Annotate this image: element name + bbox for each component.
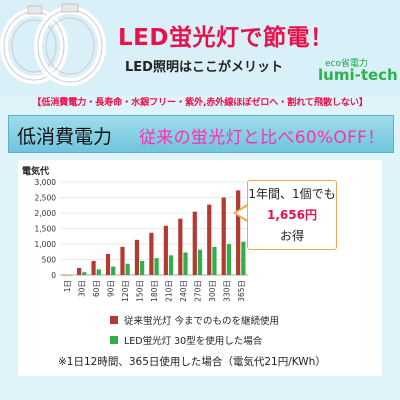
bar-led	[168, 255, 174, 275]
bar-led	[212, 246, 217, 275]
legend-swatch-led	[110, 336, 118, 344]
bar-led	[111, 266, 116, 275]
legend-label-fluorescent: 従来蛍光灯 今までのものを継続使用	[124, 316, 280, 327]
features-line: 【低消費電力・長寿命・水銀フリー・紫外,赤外線ほぼゼロへ・割れて飛散しない】	[32, 97, 368, 108]
circular-fluorescent-tube-image	[0, 3, 106, 86]
header: LED蛍光灯で節電！ LED照明はここがメリット eco省電力 lumi-tec…	[0, 0, 400, 95]
bar-led	[183, 252, 188, 275]
callout-line-3: お得	[279, 229, 304, 243]
x-tick-label: 365日	[237, 280, 246, 302]
bar-led	[241, 241, 246, 275]
bar-led	[96, 269, 101, 275]
bar-fluorescent	[134, 239, 140, 275]
bar-fluorescent	[221, 197, 226, 275]
x-tick-label: 180日	[150, 280, 159, 302]
bar-fluorescent	[192, 211, 197, 275]
bar-fluorescent	[120, 246, 125, 275]
bar-fluorescent	[236, 190, 241, 275]
savings-callout: 1年間、1個でも 1,656円 お得	[247, 180, 337, 250]
bar-fluorescent	[207, 204, 212, 275]
y-tick-label: 500	[42, 256, 57, 265]
brand-logo: lumi-tech	[318, 66, 398, 84]
x-tick-label: 120日	[121, 280, 130, 302]
electricity-cost-chart: 電気代 0 500 1,000 1,500 2,000 2,500 3,000 1日 30日 60日…	[22, 165, 248, 302]
page-title: LED蛍光灯で節電！	[118, 25, 334, 51]
brand-tagline: eco省電力	[325, 59, 368, 69]
x-tick-label: 270日	[193, 280, 202, 302]
banner-heading: 低消費電力	[17, 126, 113, 148]
x-tick-label: 330日	[222, 280, 231, 302]
bar-led	[154, 258, 159, 275]
y-tick-label: 1,000	[35, 240, 57, 249]
legend-swatch-fluorescent	[110, 316, 118, 324]
y-tick-label: 2,000	[35, 209, 57, 218]
page-subtitle: LED照明はここがメリット	[125, 60, 283, 75]
bar-led	[125, 263, 130, 275]
bar-led	[67, 274, 72, 276]
bar-led	[197, 249, 203, 275]
x-tick-label: 210日	[164, 280, 173, 302]
y-tick-label: 1,500	[35, 225, 57, 234]
banner-claim: 従来の蛍光灯と比べ60%OFF！	[139, 128, 385, 148]
bar-fluorescent	[91, 260, 96, 275]
bar-fluorescent	[76, 267, 82, 275]
y-tick-label: 3,000	[35, 178, 57, 187]
footnote: ※1日12時間、365日使用した場合（電気代21円/KWh）	[58, 356, 326, 368]
chart-title: 電気代	[22, 165, 49, 177]
bar-fluorescent	[149, 232, 154, 275]
callout-pointer-inner	[236, 206, 248, 220]
legend-label-led: LED蛍光灯 30型を使用した場合	[124, 336, 263, 347]
x-tick-label: 60日	[92, 280, 101, 297]
x-tick-label: 300日	[208, 280, 217, 302]
x-tick-label: 90日	[107, 280, 116, 297]
x-tick-label: 1日	[63, 280, 72, 292]
callout-savings-amount: 1,656円	[267, 208, 317, 222]
y-tick-label: 0	[51, 271, 56, 280]
bar-led	[82, 272, 87, 275]
banner: 低消費電力 従来の蛍光灯と比べ60%OFF！	[8, 115, 394, 153]
bar-fluorescent	[178, 218, 183, 275]
bar-fluorescent	[163, 225, 168, 275]
bar-fluorescent	[105, 253, 111, 275]
callout-line-1: 1年間、1個でも	[248, 187, 336, 201]
x-tick-label: 150日	[136, 280, 145, 302]
bar-led	[226, 244, 232, 275]
bar-fluorescent	[62, 274, 67, 276]
y-tick-label: 2,500	[35, 194, 57, 203]
x-tick-label: 30日	[78, 280, 87, 297]
bar-led	[140, 260, 145, 275]
x-tick-label: 240日	[179, 280, 188, 302]
